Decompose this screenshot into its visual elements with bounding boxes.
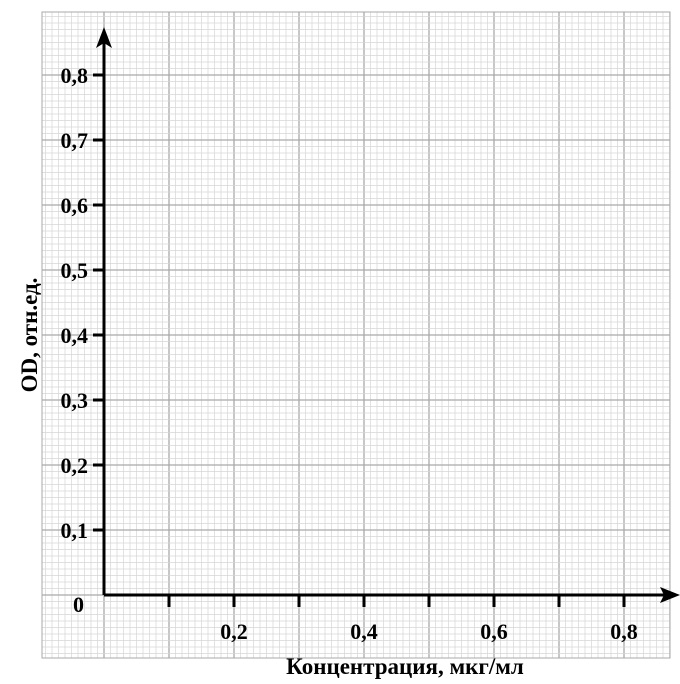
y-tick-label: 0,5 [61,258,89,283]
x-tick-label: 0,8 [610,619,638,644]
x-tick-label: 0,4 [350,619,378,644]
ticks [93,73,626,607]
y-tick-label: 0,7 [61,128,89,153]
x-axis-arrow [660,587,680,603]
origin-label: 0 [73,592,84,617]
y-tick-label: 0,6 [61,193,89,218]
x-axis-title: Концентрация, мкг/мл [286,654,524,679]
x-tick-label: 0,2 [220,619,248,644]
y-tick-label: 0,1 [61,518,89,543]
y-tick-label: 0,4 [61,323,89,348]
y-tick-label: 0,2 [61,453,89,478]
grid-paper [41,11,671,659]
y-tick-label: 0,8 [61,63,89,88]
tick-labels: 0,2 0,4 0,6 0,8 0,1 0,2 0,3 0,4 0,5 0,6 0,7 0,8 [61,63,638,644]
y-axis-title: OD, отн.ед. [17,278,42,393]
grid-border [41,11,671,659]
y-axis-arrow [96,27,112,48]
y-tick-label: 0,3 [61,388,89,413]
axes [96,27,680,603]
x-tick-label: 0,6 [480,619,508,644]
